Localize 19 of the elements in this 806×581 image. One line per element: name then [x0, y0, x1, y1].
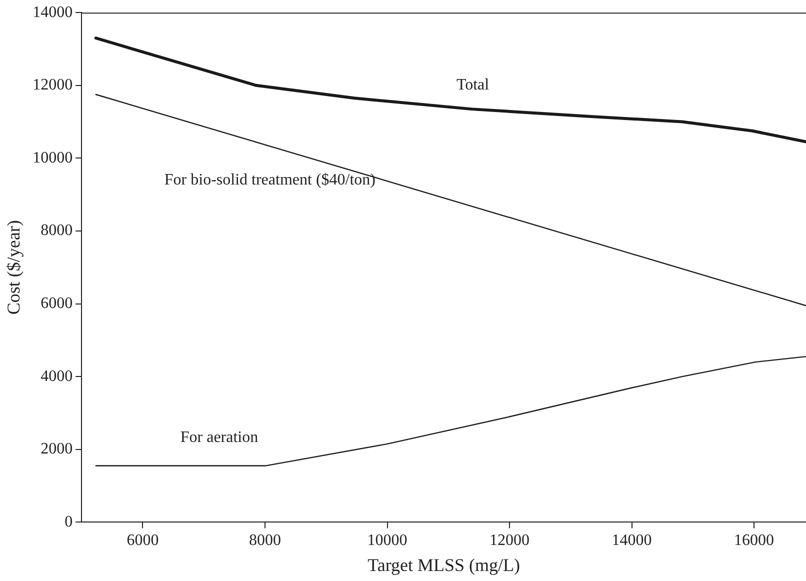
x-tick-label: 8000	[248, 532, 281, 550]
x-axis-title: Target MLSS (mg/L)	[368, 554, 520, 575]
x-tick-label: 6000	[126, 532, 159, 550]
x-tick-label: 14000	[612, 532, 652, 550]
series-label: For bio-solid treatment ($40/ton)	[164, 171, 376, 188]
series-label: For aeration	[180, 428, 258, 446]
y-tick-label: 10000	[32, 149, 73, 166]
series-label: Total	[456, 76, 490, 94]
y-axis-title: Cost ($/year)	[4, 220, 24, 315]
y-tick-label: 14000	[32, 4, 73, 21]
x-tick-label: 10000	[367, 532, 408, 550]
x-tick-label: 12000	[490, 532, 530, 550]
y-tick-label: 6000	[40, 295, 73, 312]
y-tick-label: 12000	[32, 76, 73, 94]
x-tick-label: 16000	[734, 532, 774, 550]
y-tick-label: 8000	[40, 222, 73, 240]
y-tick-label: 4000	[40, 368, 73, 385]
y-tick-label: 0	[64, 513, 73, 530]
y-tick-label: 2000	[40, 440, 73, 458]
